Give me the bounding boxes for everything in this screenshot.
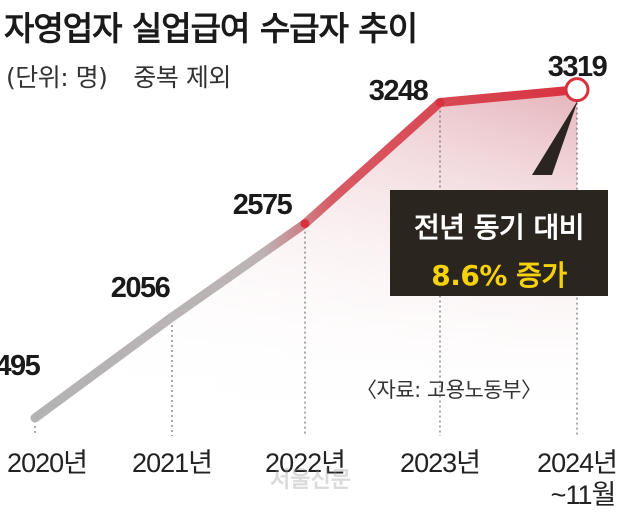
callout-box: 전년 동기 대비 8.6% 증가 [390, 190, 608, 296]
chart-title: 자영업자 실업급여 수급자 추이 [4, 9, 418, 48]
data-label: 3248 [369, 75, 429, 107]
source-note: 〈자료: 고용노동부〉 [356, 378, 542, 402]
data-label: 3319 [548, 51, 608, 83]
data-point-last [564, 77, 590, 103]
data-point [167, 312, 177, 322]
callout-pointer [532, 100, 578, 175]
unit-label: (단위: 명) [6, 63, 108, 92]
area-fade [35, 89, 577, 421]
x-tick-label: 2024년 [537, 448, 617, 478]
x-tick-label: 2021년 [132, 448, 212, 478]
data-label: 2575 [233, 189, 293, 221]
data-label: 2056 [111, 272, 171, 304]
x-tick-label: 2023년 [400, 448, 480, 478]
watermark: 서울신문 [270, 468, 351, 493]
x-tick-label-sub: ~11월 [551, 480, 616, 510]
x-tick-label: 2020년 [7, 448, 87, 478]
data-label: 1495 [0, 350, 41, 382]
x-tick-label: 2022년 [265, 448, 345, 478]
data-point [300, 219, 310, 229]
unit-note: 중복 제외 [133, 63, 231, 92]
unit-label-row: (단위: 명) 중복 제외 [6, 58, 231, 94]
data-point [435, 97, 445, 107]
callout-line2: 8.6% 증가 [431, 259, 567, 292]
callout-line1: 전년 동기 대비 [413, 211, 585, 244]
